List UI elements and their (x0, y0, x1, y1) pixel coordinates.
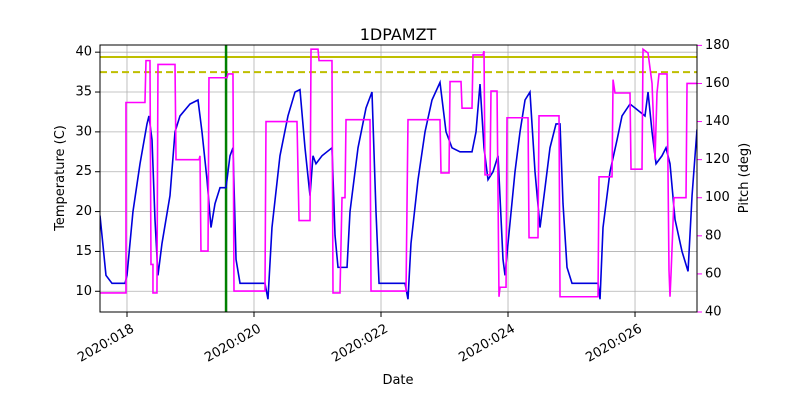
y-tick-label: 30 (75, 124, 92, 139)
chart-title: 1DPAMZT (360, 25, 437, 44)
y2-tick-label: 120 (705, 152, 730, 167)
y-tick-label: 25 (75, 164, 92, 179)
y2-tick-label: 160 (705, 76, 730, 91)
x-axis-label: Date (382, 373, 413, 388)
y2-tick-label: 100 (705, 190, 730, 205)
y2-tick-label: 80 (705, 228, 722, 243)
y2-axis-label: Pitch (deg) (737, 143, 752, 213)
y-tick-label: 15 (75, 244, 92, 259)
y2-tick-label: 180 (705, 38, 730, 53)
y-tick-label: 10 (75, 284, 92, 299)
y2-tick-label: 60 (705, 266, 722, 281)
y-axis-label: Temperature (C) (53, 125, 68, 232)
y-tick-label: 20 (75, 204, 92, 219)
y-tick-label: 40 (75, 45, 92, 60)
series-line (100, 79, 697, 300)
series-line (100, 47, 697, 298)
y2-tick-label: 40 (705, 305, 722, 320)
y-tick-label: 35 (75, 85, 92, 100)
y2-tick-label: 140 (705, 114, 730, 129)
plot-frame (99, 44, 698, 313)
plot-area (100, 45, 697, 312)
